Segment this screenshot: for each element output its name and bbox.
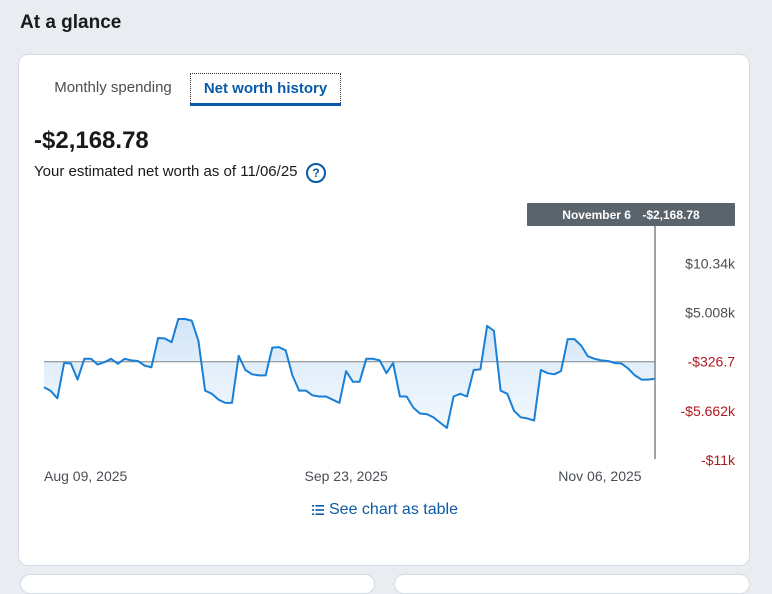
tab-monthly-spending[interactable]: Monthly spending — [54, 79, 172, 96]
y-tick-label: -$11k — [701, 452, 736, 468]
tooltip-date: November 6 — [562, 208, 631, 222]
tab-net-worth-history[interactable]: Net worth history — [190, 73, 341, 103]
see-chart-as-table-label: See chart as table — [329, 501, 458, 518]
y-tick-label: -$326.7 — [688, 354, 736, 370]
at-a-glance-card: Monthly spending Net worth history -$2,1… — [18, 54, 750, 566]
y-tick-label: $10.34k — [685, 256, 736, 272]
next-card-left — [20, 574, 375, 594]
chart-area-fill — [44, 319, 655, 428]
y-tick-label: $5.008k — [685, 305, 736, 321]
help-icon[interactable]: ? — [306, 163, 326, 183]
chart-series-line — [43, 318, 656, 429]
net-worth-amount: -$2,168.78 — [34, 127, 149, 154]
chart-tooltip — [527, 203, 735, 226]
net-worth-subtitle: Your estimated net worth as of 11/06/25 — [34, 163, 298, 180]
net-worth-chart[interactable]: November 6 -$2,168.78 $10.34k $5.008k -$32… — [19, 55, 749, 485]
x-tick-label: Sep 23, 2025 — [304, 468, 388, 484]
x-tick-label: Nov 06, 2025 — [558, 468, 641, 484]
active-tab-indicator — [190, 103, 341, 106]
y-tick-label: -$5.662k — [681, 403, 736, 419]
x-tick-label: Aug 09, 2025 — [44, 468, 128, 484]
chart-tooltip-text: November 6 -$2,168.78 — [562, 208, 700, 222]
see-chart-as-table-link[interactable]: See chart as table — [312, 501, 458, 519]
next-card-right — [394, 574, 750, 594]
list-icon — [312, 505, 324, 515]
section-title: At a glance — [20, 12, 122, 33]
tooltip-value: -$2,168.78 — [642, 208, 700, 222]
